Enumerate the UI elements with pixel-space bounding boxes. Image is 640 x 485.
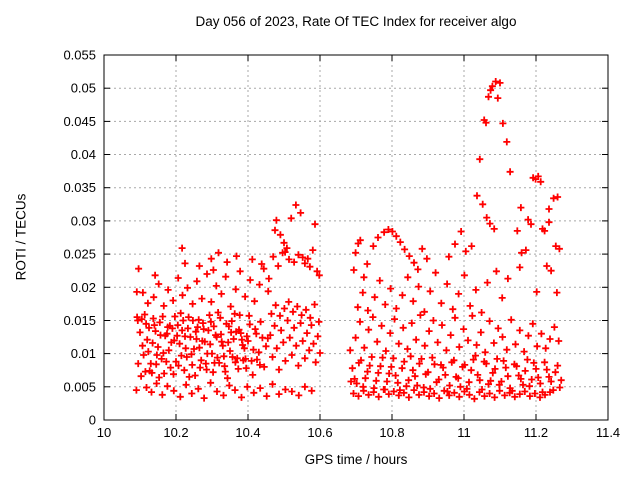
y-tick-label: 0.055 xyxy=(63,48,96,63)
y-tick-label: 0.015 xyxy=(63,313,96,328)
x-tick-label: 11.2 xyxy=(524,425,548,440)
x-axis-label: GPS time / hours xyxy=(304,452,408,467)
y-tick-label: 0.01 xyxy=(71,346,96,361)
x-tick-label: 10.4 xyxy=(235,425,260,440)
y-axis-label: ROTI / TECUs xyxy=(13,193,29,281)
y-tick-label: 0 xyxy=(89,413,96,428)
y-tick-label: 0.035 xyxy=(63,180,96,195)
x-tick-label: 11 xyxy=(457,425,471,440)
y-tick-label: 0.045 xyxy=(63,114,96,129)
y-tick-label: 0.025 xyxy=(63,247,96,262)
x-tick-label: 10.6 xyxy=(307,425,332,440)
y-tick-label: 0.05 xyxy=(71,81,96,96)
x-tick-label: 10 xyxy=(97,425,111,440)
y-tick-label: 0.02 xyxy=(71,280,96,295)
chart-title: Day 056 of 2023, Rate Of TEC Index for r… xyxy=(195,14,517,29)
y-tick-label: 0.04 xyxy=(71,147,96,162)
plot-border xyxy=(103,54,609,421)
x-tick-label: 10.2 xyxy=(163,425,188,440)
data-points xyxy=(132,78,565,403)
y-tick-label: 0.005 xyxy=(63,379,96,394)
x-tick-label: 11.4 xyxy=(596,425,620,440)
x-tick-label: 10.8 xyxy=(379,425,404,440)
y-tick-label: 0.03 xyxy=(71,213,96,228)
